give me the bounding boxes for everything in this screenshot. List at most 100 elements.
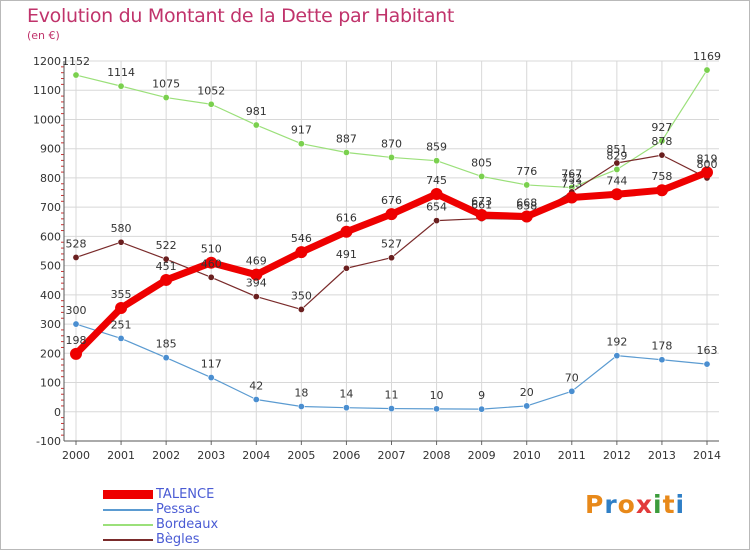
data-point-talence (205, 256, 218, 269)
data-point-bgles (297, 305, 305, 313)
data-label-bordeaux: 1169 (693, 50, 721, 63)
data-point-talence (655, 184, 668, 197)
data-label-pessac: 192 (606, 336, 627, 349)
data-point-bordeaux (207, 100, 215, 108)
x-tick-label: 2001 (107, 449, 135, 462)
legend-item-bordeaux: Bordeaux (103, 517, 218, 532)
data-label-bgles: 528 (66, 237, 87, 250)
data-point-talence (430, 188, 443, 200)
data-label-pessac: 10 (430, 389, 444, 402)
data-point-talence (295, 246, 308, 259)
data-point-pessac (117, 334, 125, 342)
x-tick-label: 2007 (378, 449, 406, 462)
data-point-pessac (207, 374, 215, 382)
data-point-talence (160, 273, 173, 286)
proxiti-logo: Proxiti (585, 490, 685, 519)
logo-letter: x (635, 490, 653, 519)
data-label-pessac: 18 (294, 387, 308, 400)
data-label-talence: 546 (291, 232, 312, 245)
data-label-talence: 673 (471, 195, 492, 208)
data-label-bordeaux: 767 (561, 168, 582, 181)
y-tick-label: 500 (40, 260, 61, 273)
data-label-talence: 676 (381, 194, 402, 207)
data-point-bgles (162, 255, 170, 263)
data-label-bordeaux: 859 (426, 141, 447, 154)
data-label-bordeaux: 1114 (107, 66, 135, 79)
data-label-bgles: 527 (381, 238, 402, 251)
data-label-pessac: 14 (339, 388, 353, 401)
data-point-bordeaux (523, 181, 531, 189)
legend-item-pessac: Pessac (103, 502, 218, 517)
data-point-bordeaux (162, 94, 170, 102)
data-point-talence (610, 188, 623, 201)
data-point-bordeaux (342, 148, 350, 156)
x-tick-label: 2010 (513, 449, 541, 462)
data-label-bgles: 752 (561, 172, 582, 185)
data-point-bordeaux (252, 121, 260, 129)
data-point-bordeaux (703, 66, 711, 74)
data-point-pessac (703, 360, 711, 368)
data-point-pessac (658, 356, 666, 364)
x-tick-label: 2014 (693, 449, 721, 462)
data-label-pessac: 42 (249, 379, 263, 392)
data-point-bgles (117, 238, 125, 246)
data-label-bgles: 800 (697, 158, 718, 171)
y-tick-label: 1100 (33, 84, 61, 97)
y-tick-label: 100 (40, 377, 61, 390)
data-point-pessac (72, 320, 80, 328)
data-point-bordeaux (433, 157, 441, 165)
legend-swatch (103, 508, 153, 511)
data-label-talence: 355 (111, 288, 132, 301)
x-tick-label: 2011 (558, 449, 586, 462)
data-point-pessac (433, 405, 441, 413)
y-tick-label: 800 (40, 172, 61, 185)
data-point-pessac (613, 352, 621, 360)
data-point-bordeaux (658, 137, 666, 145)
data-label-talence: 733 (561, 178, 582, 191)
data-point-talence (520, 210, 533, 223)
data-point-bgles (387, 254, 395, 262)
data-label-bgles: 350 (291, 289, 312, 302)
data-label-bgles: 460 (201, 257, 222, 270)
data-label-talence: 758 (651, 170, 672, 183)
legend-swatch (103, 523, 153, 526)
y-tick-label: 1200 (33, 55, 61, 68)
data-point-pessac (387, 405, 395, 413)
legend-swatch (103, 490, 153, 499)
data-label-bgles: 658 (516, 199, 537, 212)
data-label-bordeaux: 887 (336, 132, 357, 145)
chart-legend: TALENCE Pessac Bordeaux Bègles (103, 487, 218, 547)
data-label-pessac: 11 (385, 389, 399, 402)
y-tick-label: 700 (40, 201, 61, 214)
logo-letter: i (675, 490, 686, 519)
logo-letter: r (604, 490, 618, 519)
y-tick-label: -100 (36, 435, 61, 448)
data-point-bordeaux (613, 165, 621, 173)
data-point-bgles (72, 253, 80, 261)
data-label-bgles: 851 (606, 143, 627, 156)
data-label-talence: 510 (201, 243, 222, 256)
series-pessac (72, 320, 711, 413)
data-label-bordeaux: 776 (516, 165, 537, 178)
data-label-bordeaux: 927 (651, 121, 672, 134)
series-bordeaux (72, 66, 711, 192)
y-tick-label: 900 (40, 143, 61, 156)
x-tick-label: 2012 (603, 449, 631, 462)
data-label-talence: 668 (516, 197, 537, 210)
data-point-talence (115, 302, 128, 314)
data-point-talence (250, 268, 263, 281)
logo-letter: i (653, 490, 663, 519)
legend-item-talence: TALENCE (103, 487, 218, 502)
data-label-bgles: 878 (651, 135, 672, 148)
data-label-bordeaux: 870 (381, 137, 402, 150)
x-tick-label: 2000 (62, 449, 90, 462)
chart-title: Evolution du Montant de la Dette par Hab… (27, 5, 455, 27)
x-tick-label: 2003 (197, 449, 225, 462)
data-label-bgles: 394 (246, 277, 267, 290)
data-label-talence: 616 (336, 212, 357, 225)
data-label-pessac: 117 (201, 358, 222, 371)
data-label-talence: 819 (697, 152, 718, 165)
data-point-talence (340, 225, 353, 238)
data-label-bordeaux: 1075 (152, 78, 180, 91)
